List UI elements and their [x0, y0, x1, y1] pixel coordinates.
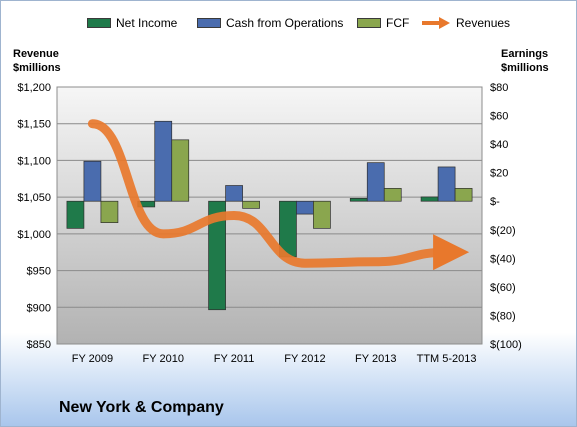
- right-tick-label: $20: [490, 168, 508, 180]
- bar: [454, 188, 473, 202]
- bar: [66, 200, 85, 229]
- left-tick-label: $950: [27, 266, 51, 278]
- right-axis-title-line1: Earnings: [501, 48, 549, 60]
- left-tick-label: $1,100: [17, 155, 51, 167]
- company-name: New York & Company: [59, 399, 224, 416]
- right-tick-label: $60: [490, 111, 508, 123]
- right-tick-label: $(100): [490, 339, 522, 351]
- right-axis-title: Earnings $millions: [501, 47, 549, 75]
- bar: [242, 200, 260, 209]
- chart-legend: Net Income Cash from Operations FCF Reve…: [1, 16, 576, 34]
- legend-cash-ops: Cash from Operations: [197, 16, 343, 30]
- right-tick-label: $(60): [490, 282, 516, 294]
- bar: [383, 188, 402, 202]
- left-tick-label: $850: [27, 339, 51, 351]
- left-axis-title-line2: $millions: [13, 62, 61, 74]
- bar: [349, 198, 368, 202]
- bar: [83, 160, 102, 202]
- right-tick-label: $(40): [490, 253, 516, 265]
- revenue-line: [87, 119, 470, 271]
- left-tick-label: $1,200: [17, 82, 51, 94]
- right-tick-label: $(80): [490, 310, 516, 322]
- bar: [313, 200, 331, 229]
- legend-fcf: FCF: [357, 16, 409, 30]
- bar: [154, 120, 173, 202]
- bar: [296, 200, 314, 215]
- x-tick-label: FY 2010: [143, 353, 184, 365]
- legend-label-cash-ops: Cash from Operations: [226, 16, 344, 30]
- bar: [437, 166, 456, 202]
- left-tick-label: $1,150: [17, 119, 51, 131]
- legend-revenues: Revenues: [421, 16, 510, 30]
- legend-swatch-fcf: [357, 18, 381, 28]
- bar: [171, 139, 190, 202]
- bar: [366, 162, 385, 202]
- x-tick-label: TTM 5-2013: [417, 353, 477, 365]
- bar: [100, 200, 119, 223]
- plot-area: [56, 86, 483, 345]
- right-tick-label: $(20): [490, 225, 516, 237]
- left-axis-title-line1: Revenue: [13, 48, 59, 60]
- x-tick-label: FY 2012: [284, 353, 325, 365]
- right-tick-label: $40: [490, 139, 508, 151]
- right-tick-label: $-: [490, 196, 500, 208]
- left-axis-title: Revenue $millions: [13, 47, 61, 75]
- legend-arrow-icon: [422, 17, 450, 29]
- legend-label-net-income: Net Income: [116, 16, 178, 30]
- bar: [208, 200, 226, 311]
- left-tick-label: $900: [27, 302, 51, 314]
- legend-swatch-net-income: [87, 18, 111, 28]
- bar: [420, 196, 439, 202]
- bar: [225, 185, 243, 202]
- left-tick-label: $1,050: [17, 192, 51, 204]
- x-tick-label: FY 2013: [355, 353, 396, 365]
- legend-label-fcf: FCF: [386, 16, 410, 30]
- left-tick-label: $1,000: [17, 229, 51, 241]
- right-tick-label: $80: [490, 82, 508, 94]
- legend-net-income: Net Income: [87, 16, 177, 30]
- x-tick-label: FY 2011: [214, 353, 255, 365]
- legend-label-revenues: Revenues: [456, 16, 511, 30]
- right-axis-title-line2: $millions: [501, 62, 549, 74]
- legend-swatch-cash-ops: [197, 18, 221, 28]
- x-tick-label: FY 2009: [72, 353, 113, 365]
